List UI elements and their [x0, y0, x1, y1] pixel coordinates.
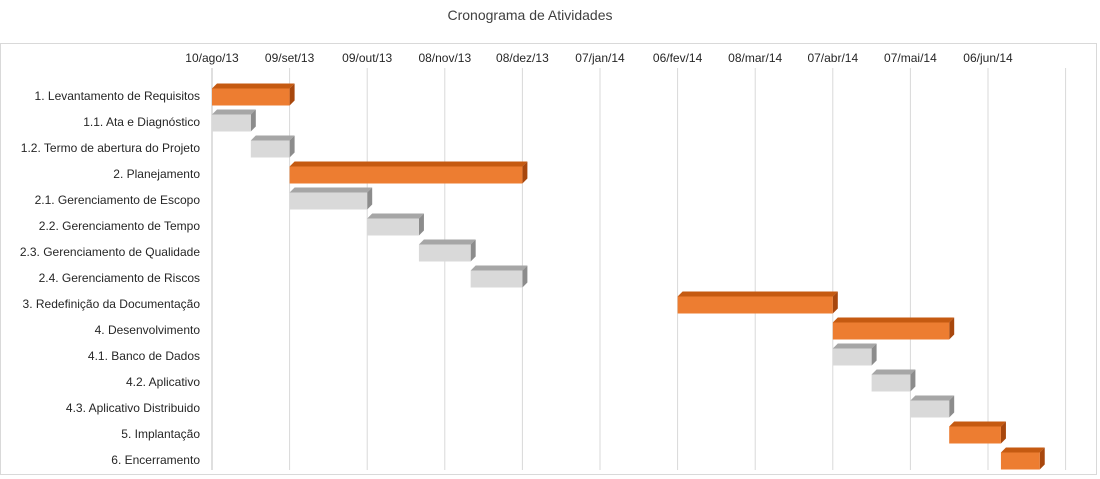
task-bar-top	[949, 421, 1006, 427]
task-label: 4.3. Aplicativo Distribuido	[66, 401, 200, 415]
task-label: 2.4. Gerenciamento de Riscos	[39, 271, 200, 285]
task-label: 2.2. Gerenciamento de Tempo	[39, 219, 201, 233]
task-bar-side	[949, 395, 955, 418]
x-tick-label: 07/mai/14	[884, 51, 937, 65]
task-bar	[832, 322, 950, 340]
task-bar	[677, 296, 833, 314]
task-bar-side	[910, 369, 916, 392]
task-bar-top	[250, 135, 295, 141]
task-bar-side	[522, 161, 528, 184]
chart-frame	[0, 43, 1097, 475]
x-tick-label: 09/out/13	[342, 51, 392, 65]
task-bar-top	[367, 213, 424, 219]
task-bar-top	[1000, 447, 1045, 453]
task-label: 2. Planejamento	[113, 167, 200, 181]
task-bar-side	[418, 213, 424, 236]
task-bar	[367, 218, 419, 236]
task-bar-top	[289, 187, 373, 193]
x-tick-label: 08/dez/13	[496, 51, 549, 65]
task-bar	[871, 374, 911, 392]
task-label: 2.3. Gerenciamento de Qualidade	[20, 245, 200, 259]
task-bar-side	[250, 109, 256, 132]
task-bar-side	[871, 343, 877, 366]
x-tick-label: 08/nov/13	[418, 51, 471, 65]
task-bar-side	[522, 265, 528, 288]
task-bar-top	[212, 83, 295, 89]
task-label: 6. Encerramento	[111, 453, 200, 467]
task-bar-side	[289, 135, 295, 158]
x-tick-label: 09/set/13	[265, 51, 315, 65]
task-bar	[212, 114, 251, 132]
task-bar-top	[212, 109, 256, 115]
task-bar-side	[470, 239, 476, 262]
task-bar-top	[289, 161, 528, 167]
task-label: 1.1. Ata e Diagnóstico	[83, 115, 200, 129]
task-label: 3. Redefinição da Documentação	[23, 297, 201, 311]
task-bar-top	[470, 265, 528, 271]
task-bar	[910, 400, 950, 418]
task-bar-side	[832, 291, 838, 314]
task-bar	[418, 244, 471, 262]
task-label: 4.1. Banco de Dados	[88, 349, 200, 363]
task-bar	[832, 348, 872, 366]
x-tick-label: 06/jun/14	[963, 51, 1013, 65]
task-bar	[250, 140, 290, 158]
task-bar-side	[289, 83, 295, 106]
task-bar-top	[871, 369, 916, 375]
task-label: 1.2. Termo de abertura do Projeto	[21, 141, 201, 155]
task-label: 4.2. Aplicativo	[126, 375, 200, 389]
task-label: 4. Desenvolvimento	[95, 323, 201, 337]
task-bar-top	[677, 291, 838, 297]
task-bar	[289, 192, 368, 210]
task-bar-top	[418, 239, 476, 245]
task-label: 1. Levantamento de Requisitos	[35, 89, 200, 103]
task-bar	[1000, 452, 1040, 470]
task-bar-top	[910, 395, 955, 401]
x-tick-label: 08/mar/14	[728, 51, 782, 65]
x-tick-label: 07/abr/14	[807, 51, 858, 65]
task-label: 2.1. Gerenciamento de Escopo	[35, 193, 201, 207]
task-bar-top	[832, 343, 877, 349]
task-bar-side	[1039, 447, 1045, 470]
x-tick-label: 07/jan/14	[575, 51, 625, 65]
task-bar	[949, 426, 1001, 444]
task-bar-top	[832, 317, 955, 323]
task-bar	[212, 88, 290, 106]
task-bar-side	[367, 187, 373, 210]
x-tick-label: 06/fev/14	[653, 51, 703, 65]
chart-title: Cronograma de Atividades	[447, 7, 613, 23]
x-tick-label: 10/ago/13	[185, 51, 239, 65]
task-label: 5. Implantação	[121, 427, 200, 441]
task-bar	[289, 166, 523, 184]
task-bar-side	[1000, 421, 1006, 444]
task-bar	[470, 270, 523, 288]
task-bar-side	[949, 317, 955, 340]
